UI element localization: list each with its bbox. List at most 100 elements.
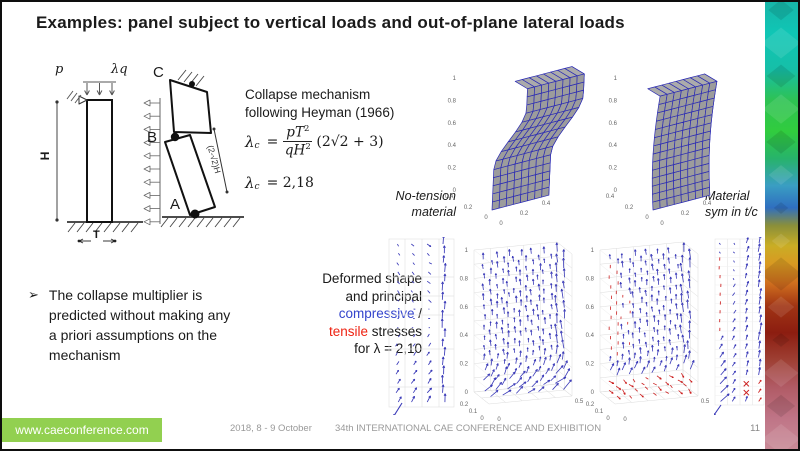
result-lambda-sub: c: [254, 182, 260, 192]
formula-numerator: pT: [286, 124, 304, 141]
svg-text:0.4: 0.4: [542, 201, 551, 207]
deformed-caption-line1: Deformed shape: [322, 271, 422, 286]
formula-denominator-exp: 2: [305, 142, 311, 153]
formula-lambda-sub: c: [254, 140, 260, 151]
tensile-text: tensile: [328, 323, 368, 339]
svg-text:1: 1: [614, 76, 618, 82]
svg-text:0.5: 0.5: [701, 399, 710, 405]
bullet-text: The collapse multiplier is predicted wit…: [48, 287, 231, 363]
svg-text:0.2: 0.2: [460, 402, 469, 408]
svg-text:1: 1: [453, 76, 457, 82]
formula-denominator: qH: [284, 142, 306, 159]
mechanism-diagram: [142, 60, 257, 235]
svg-text:0: 0: [623, 417, 627, 422]
svg-text:1: 1: [591, 248, 595, 254]
svg-text:0.4: 0.4: [606, 194, 615, 200]
formula-equals: =: [266, 133, 279, 150]
quiver-2d-right: [714, 237, 766, 415]
lateral-load-label: λq: [111, 62, 128, 77]
no-tension-label: No-tension material: [372, 188, 456, 221]
hinge-a-label: A: [170, 196, 181, 213]
bullet-item: ➢ The collapse multiplier is predicted w…: [28, 286, 263, 366]
result-lambda: λ: [245, 174, 255, 192]
svg-text:0.8: 0.8: [586, 276, 595, 282]
collapse-note-line2: following Heyman (1966): [245, 104, 395, 120]
svg-text:0.4: 0.4: [609, 143, 618, 149]
deformed-caption-line4: tensile stresses: [272, 323, 422, 341]
svg-text:0.2: 0.2: [460, 362, 469, 368]
collapse-note: Collapse mechanism following Heyman (196…: [245, 86, 394, 122]
deformed-caption: Deformed shape and principal compressive…: [272, 270, 422, 358]
thickness-label: T: [93, 229, 100, 241]
collapse-note-line1: Collapse mechanism: [245, 87, 371, 102]
svg-text:0.4: 0.4: [448, 143, 457, 149]
svg-text:0.8: 0.8: [609, 98, 618, 104]
mesh-plot-1: 0 0.2 0.4 0.6 0.8 1 0.4 0.2 0 0 0.2 0.4: [434, 60, 599, 232]
vertical-load-label: p: [55, 62, 64, 77]
svg-text:0.4: 0.4: [586, 333, 595, 339]
deformed-caption-line2: and principal: [345, 288, 422, 304]
page-number: 11: [750, 423, 760, 434]
svg-text:0.5: 0.5: [575, 399, 584, 405]
slash-text: /: [414, 306, 422, 322]
svg-text:0.2: 0.2: [448, 166, 457, 172]
svg-text:0.2: 0.2: [681, 211, 690, 217]
quiver-2d-left: [388, 237, 456, 415]
material-sym-label: Material sym in t/c: [705, 188, 767, 221]
svg-text:0: 0: [614, 188, 618, 194]
no-tension-line1: No-tension: [395, 189, 456, 203]
svg-text:0: 0: [606, 416, 610, 422]
compressive-text: compressive: [338, 306, 415, 322]
slide-title: Examples: panel subject to vertical load…: [36, 13, 625, 32]
svg-text:0.2: 0.2: [625, 205, 634, 211]
formula-factor: (2√2 + 3): [316, 133, 384, 150]
hinge-b-label: B: [147, 129, 158, 146]
svg-text:0.2: 0.2: [586, 362, 595, 368]
svg-text:0: 0: [497, 417, 501, 422]
height-label: H: [37, 151, 52, 161]
quiver-3d-left: 0 0.2 0.4 0.6 0.8 1 0.2 0.1 0 0 0.5: [454, 232, 594, 422]
mesh-plot-2: 0 0.2 0.4 0.6 0.8 1 0.4 0.2 0 0 0.2 0.4: [595, 60, 760, 232]
svg-text:0: 0: [591, 390, 595, 396]
color-strip: [760, 2, 798, 449]
svg-text:0.6: 0.6: [609, 121, 618, 127]
result-value: = 2,18: [266, 175, 314, 191]
hinge-c-label: C: [153, 64, 164, 81]
load-diagram: [27, 60, 167, 255]
quiver-3d-right: 0 0.2 0.4 0.6 0.8 1 0.2 0.1 0 0 0.5: [580, 232, 720, 422]
svg-text:0.6: 0.6: [448, 121, 457, 127]
svg-text:0.2: 0.2: [586, 402, 595, 408]
svg-text:0.8: 0.8: [460, 276, 469, 282]
footer-badge: www.caeconference.com: [2, 418, 162, 442]
svg-text:0: 0: [480, 416, 484, 422]
bullet-marker: ➢: [28, 287, 39, 302]
material-sym-line2: sym in t/c: [705, 205, 758, 220]
svg-text:0.2: 0.2: [464, 205, 473, 211]
stresses-text: stresses: [367, 323, 422, 339]
svg-text:0: 0: [499, 221, 503, 227]
svg-text:0.4: 0.4: [703, 201, 712, 207]
formula-lambda: λ: [245, 132, 255, 151]
formula-fraction: pT2 qH2: [283, 124, 313, 160]
svg-text:0.2: 0.2: [609, 166, 618, 172]
svg-text:0.6: 0.6: [586, 305, 595, 311]
svg-text:0.6: 0.6: [460, 305, 469, 311]
svg-text:0: 0: [660, 221, 664, 227]
footer-conference: 34th INTERNATIONAL CAE CONFERENCE AND EX…: [335, 423, 602, 434]
svg-text:0: 0: [645, 215, 649, 221]
svg-text:0.1: 0.1: [595, 409, 604, 415]
svg-text:0.1: 0.1: [469, 409, 478, 415]
svg-text:1: 1: [465, 248, 469, 254]
footer-website: www.caeconference.com: [15, 423, 149, 437]
svg-text:0: 0: [453, 188, 457, 194]
svg-text:0.8: 0.8: [448, 98, 457, 104]
svg-text:0.4: 0.4: [445, 194, 454, 200]
formula-numerator-exp: 2: [303, 124, 310, 134]
deformed-caption-line3: compressive /: [272, 305, 422, 323]
svg-text:0.4: 0.4: [460, 333, 469, 339]
svg-text:0: 0: [465, 390, 469, 396]
material-sym-line1: Material: [705, 189, 750, 203]
